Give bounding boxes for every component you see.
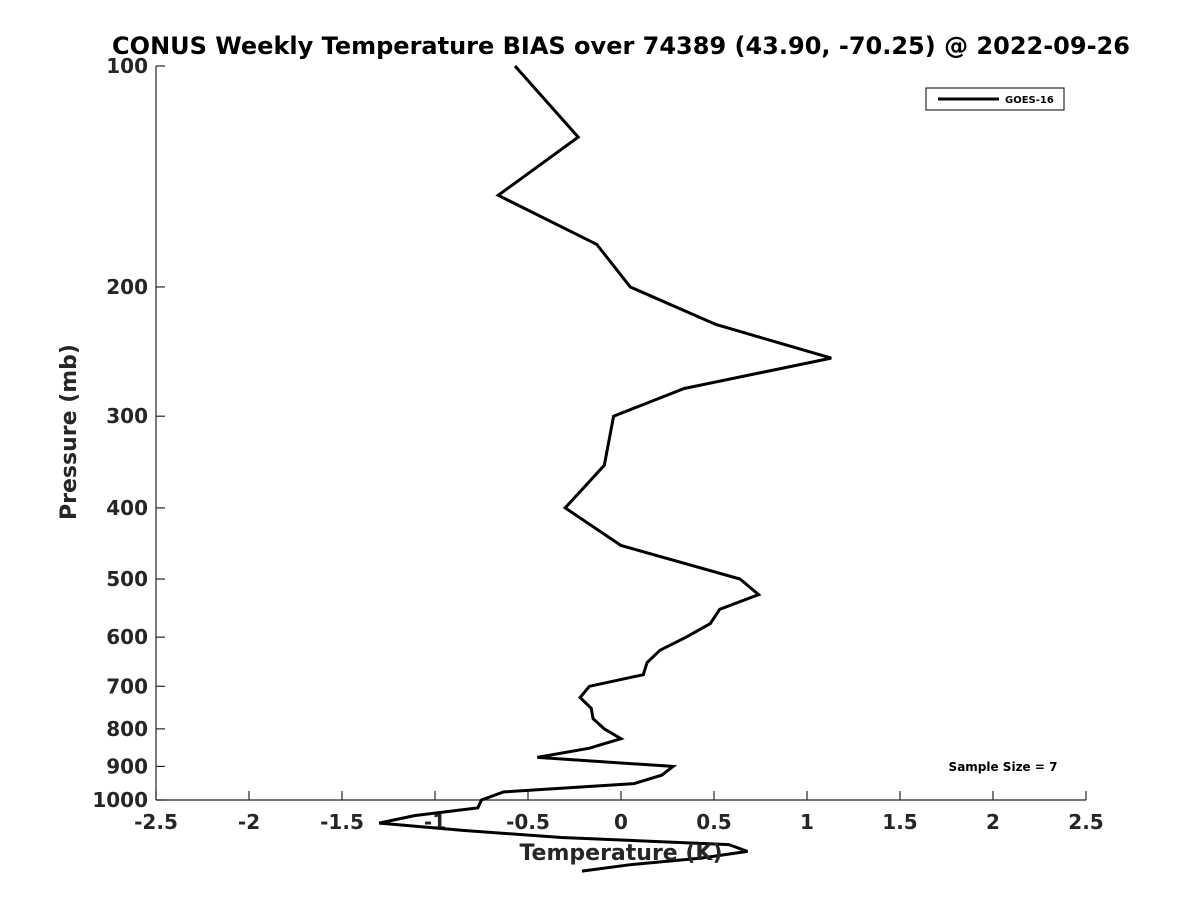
x-axis-label: Temperature (K) <box>519 841 722 866</box>
y-axis-ticks: 100 200 300 400 500 600 700 800 900 1000 <box>92 54 165 812</box>
legend-label-goes-16: GOES-16 <box>1005 95 1054 106</box>
x-tick-label: 1 <box>800 810 814 834</box>
y-tick-label: 600 <box>106 625 148 649</box>
y-tick-label: 100 <box>106 54 148 78</box>
x-tick-label: 0 <box>614 810 628 834</box>
y-tick-label: 800 <box>106 717 148 741</box>
y-tick-label: 300 <box>106 404 148 428</box>
y-tick-label: 700 <box>106 674 148 698</box>
x-tick-label: 0.5 <box>696 810 731 834</box>
y-tick-label: 900 <box>106 754 148 778</box>
x-tick-label: 2 <box>986 810 1000 834</box>
x-tick-label: -2 <box>238 810 260 834</box>
y-tick-label: 500 <box>106 567 148 591</box>
x-tick-label: -1.5 <box>320 810 364 834</box>
legend: GOES-16 <box>925 87 1065 111</box>
y-tick-label: 1000 <box>92 788 148 812</box>
x-tick-label: -0.5 <box>506 810 550 834</box>
x-tick-label: -2.5 <box>134 810 178 834</box>
series-layer <box>378 65 832 873</box>
y-axis-label: Pressure (mb) <box>57 344 82 520</box>
series-line-goes-16 <box>378 65 832 873</box>
x-axis-ticks: -2.5 -2 -1.5 -1 -0.5 0 0.5 1 1.5 2 2.5 <box>134 791 1104 834</box>
sample-size-annotation: Sample Size = 7 <box>949 760 1058 774</box>
x-tick-label: 2.5 <box>1068 810 1103 834</box>
chart-title: CONUS Weekly Temperature BIAS over 74389… <box>112 32 1130 60</box>
y-tick-label: 200 <box>106 275 148 299</box>
x-tick-label: 1.5 <box>882 810 917 834</box>
y-tick-label: 400 <box>106 496 148 520</box>
